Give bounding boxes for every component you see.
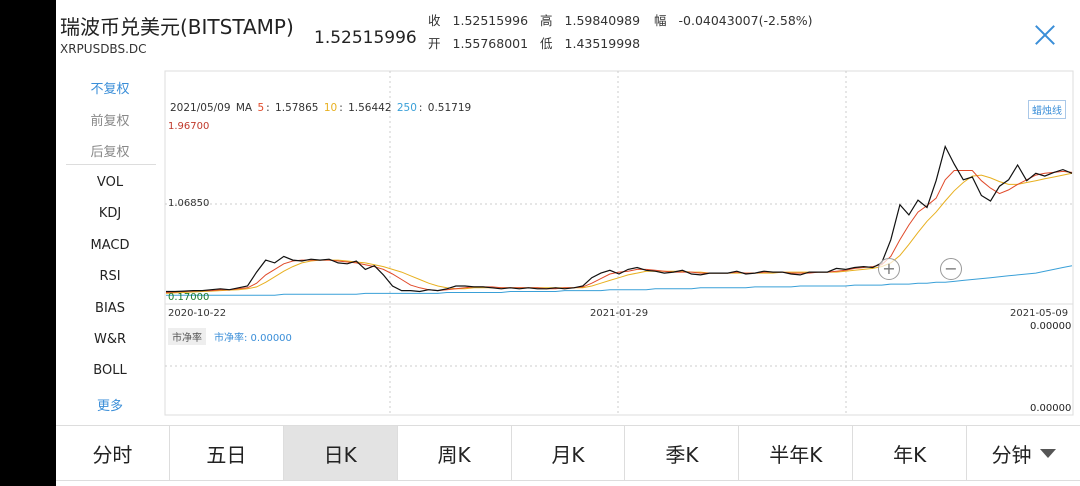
y-min-label: 0.17000 (168, 292, 210, 303)
tab-label: 周K (437, 442, 471, 467)
low-label: 低 (540, 36, 553, 51)
low-quote: 低 1.43519998 (540, 33, 640, 52)
tab-label: 季K (665, 442, 699, 467)
tab-intraday[interactable]: 分时 (56, 426, 170, 480)
change-quote: 幅 -0.04043007(-2.58%) (654, 10, 813, 29)
sidebar-item-forward-adjust[interactable]: 前复权 (90, 114, 130, 129)
legend-ma5-label: 5 (257, 102, 265, 114)
tab-weekly-k[interactable]: 周K (398, 426, 512, 480)
sidebar-item-backward-adjust[interactable]: 后复权 (90, 145, 130, 160)
pe-value: 市净率: 0.00000 (214, 333, 292, 344)
header: 瑞波币兑美元(BITSTAMP) XRPUSDBS.DC 1.52515996 … (56, 0, 1080, 66)
y-mid-label: 1.06850 (168, 198, 210, 209)
tab-label: 日K (323, 442, 357, 467)
tab-yearly-k[interactable]: 年K (853, 426, 968, 480)
series-line-ma10 (165, 172, 1073, 294)
sidebar-item-bias[interactable]: BIAS (95, 301, 125, 316)
sidebar-item-vol[interactable]: VOL (96, 175, 124, 190)
sidebar-item-boll[interactable]: BOLL (93, 363, 127, 378)
legend-date: 2021/05/09 (170, 102, 231, 114)
x-end-label: 2021-05-09 (1010, 308, 1069, 319)
series-line-price (166, 144, 1073, 293)
legend-ma250-label: 250 (396, 102, 417, 114)
y-max-label: 1.96700 (168, 121, 210, 132)
sidebar-item-more[interactable]: 更多 (96, 399, 123, 414)
zoom-out-button[interactable]: − (940, 258, 962, 280)
candle-toggle-button[interactable]: 蜡烛线 (1028, 100, 1066, 119)
tab-label: 五日 (206, 442, 247, 467)
x-start-label: 2020-10-22 (168, 308, 227, 319)
legend-ma-label: MA (235, 102, 253, 114)
tab-label: 半年K (769, 442, 823, 467)
chart-frame (164, 70, 1074, 416)
high-quote: 高 1.59840989 (540, 10, 640, 29)
open-label: 开 (428, 36, 441, 51)
tab-daily-k[interactable]: 日K (283, 426, 398, 480)
current-price: 1.52515996 (314, 28, 417, 48)
sub-bottom-value: 0.00000 (1030, 403, 1072, 414)
tab-label: 分时 (92, 442, 133, 467)
sidebar-item-no-adjust[interactable]: 不复权 (90, 82, 130, 97)
sidebar-item-kdj[interactable]: KDJ (98, 206, 122, 221)
chart-legend: 2021/05/09 MA 5: 1.57865 10: 1.56442 250… (170, 102, 472, 114)
sidebar-divider (66, 164, 156, 165)
legend-ma10-value: 1.56442 (348, 102, 392, 114)
low-value: 1.43519998 (564, 36, 641, 51)
tab-quarterly-k[interactable]: 季K (625, 426, 740, 480)
legend-ma250-value: 0.51719 (427, 102, 472, 114)
sidebar-item-rsi[interactable]: RSI (99, 269, 121, 284)
close-icon[interactable] (1034, 24, 1056, 46)
app-window: 瑞波币兑美元(BITSTAMP) XRPUSDBS.DC 1.52515996 … (56, 0, 1080, 486)
instrument-title: 瑞波币兑美元(BITSTAMP) (60, 15, 294, 39)
close-label: 收 (428, 13, 441, 28)
period-tabs: 分时 五日 日K 周K 月K 季K 半年K 年K 分钟 (56, 425, 1080, 481)
sidebar-item-macd[interactable]: MACD (90, 238, 130, 253)
high-value: 1.59840989 (564, 13, 641, 28)
change-label: 幅 (654, 13, 667, 28)
change-value: -0.04043007(-2.58%) (678, 13, 813, 28)
tab-monthly-k[interactable]: 月K (512, 426, 626, 480)
kline-chart (164, 70, 1074, 416)
sidebar-item-wr[interactable]: W&R (93, 332, 127, 347)
close-value: 1.52515996 (452, 13, 529, 28)
tab-label: 月K (551, 442, 585, 467)
high-label: 高 (540, 13, 553, 28)
series-group (165, 144, 1073, 296)
tab-minute[interactable]: 分钟 (967, 426, 1080, 480)
close-quote: 收 1.52515996 (428, 10, 528, 29)
legend-ma5-value: 1.57865 (275, 102, 319, 114)
kline-chart-area[interactable]: 2021/05/09 MA 5: 1.57865 10: 1.56442 250… (164, 70, 1074, 416)
indicator-sidebar: 不复权 前复权 后复权 VOL KDJ MACD RSI BIAS W&R BO… (56, 70, 164, 420)
tab-half-year-k[interactable]: 半年K (739, 426, 854, 480)
pe-tag[interactable]: 市净率 (168, 328, 206, 345)
instrument-code: XRPUSDBS.DC (60, 42, 147, 56)
zoom-in-button[interactable]: + (878, 258, 900, 280)
legend-ma10-label: 10 (323, 102, 338, 114)
open-quote: 开 1.55768001 (428, 33, 528, 52)
series-line-ma250 (166, 265, 1073, 296)
tab-label: 分钟 (991, 442, 1032, 467)
chevron-down-icon (1039, 448, 1056, 458)
open-value: 1.55768001 (452, 36, 529, 51)
tab-five-day[interactable]: 五日 (170, 426, 284, 480)
x-mid-label: 2021-01-29 (590, 308, 649, 319)
sub-top-value: 0.00000 (1030, 321, 1072, 332)
tab-label: 年K (893, 442, 927, 467)
